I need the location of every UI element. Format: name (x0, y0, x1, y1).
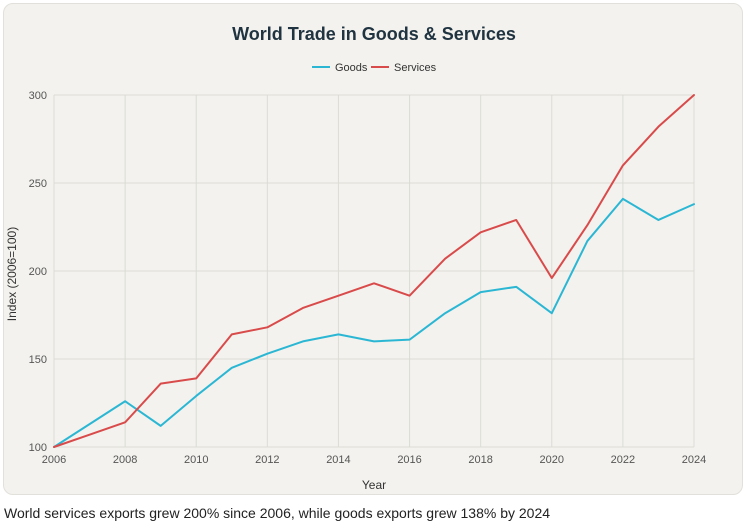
y-tick-label-250: 250 (29, 178, 47, 190)
legend-label-services: Services (394, 62, 437, 74)
x-tick-label-2016: 2016 (397, 454, 421, 466)
grid (53, 94, 695, 448)
x-tick-label-2020: 2020 (540, 454, 564, 466)
y-tick-label-300: 300 (29, 90, 47, 102)
chart-title: World Trade in Goods & Services (232, 24, 516, 44)
x-tick-label-2014: 2014 (326, 454, 350, 466)
chart-caption: World services exports grew 200% since 2… (4, 505, 551, 521)
y-tick-label-100: 100 (29, 442, 47, 454)
line-chart: World Trade in Goods & Services Goods Se… (5, 24, 706, 492)
chart-panel: World Trade in Goods & Services Goods Se… (3, 3, 743, 495)
x-axis-ticks: 2006 2008 2010 2012 2014 2016 2018 2020 2022 2024 (42, 454, 706, 466)
series-lines (53, 94, 695, 448)
y-axis-label: Index (2006=100) (5, 227, 19, 321)
x-tick-label-2012: 2012 (255, 454, 279, 466)
y-tick-label-200: 200 (29, 266, 47, 278)
x-tick-label-2022: 2022 (611, 454, 635, 466)
x-tick-label-2008: 2008 (113, 454, 137, 466)
x-tick-label-2024: 2024 (682, 454, 706, 466)
y-axis-ticks: 100 150 200 250 300 (29, 90, 47, 454)
legend-label-goods: Goods (335, 62, 368, 74)
x-tick-label-2018: 2018 (468, 454, 492, 466)
y-tick-label-150: 150 (29, 354, 47, 366)
series-line-services (53, 94, 695, 448)
legend: Goods Services (312, 62, 437, 74)
x-axis-label: Year (362, 478, 386, 492)
series-line-goods (53, 197, 695, 448)
x-tick-label-2010: 2010 (184, 454, 208, 466)
x-tick-label-2006: 2006 (42, 454, 66, 466)
